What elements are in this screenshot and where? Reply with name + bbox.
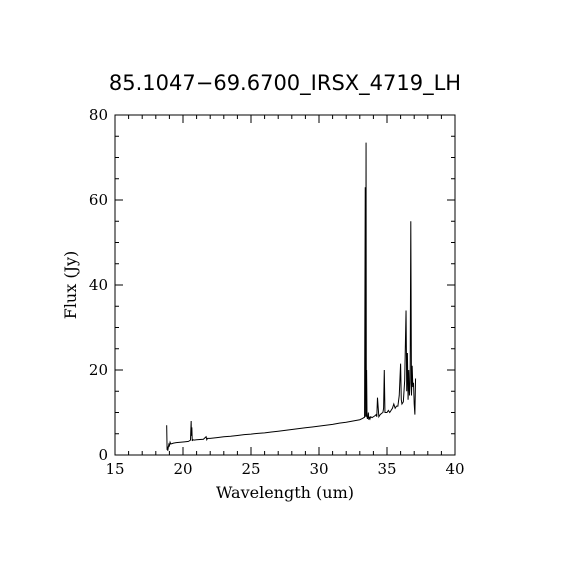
y-tick-label: 60 [89,191,108,209]
x-tick-label: 40 [445,460,464,478]
y-tick-label: 20 [89,361,108,379]
y-tick-label: 80 [89,106,108,124]
y-axis-label: Flux (Jy) [61,251,80,320]
x-axis-label: Wavelength (um) [216,483,354,502]
major-ticks [114,114,456,456]
y-tick-label: 0 [98,446,108,464]
x-tick-label: 30 [309,460,328,478]
tick-labels: 15 20 25 30 35 40 0 20 40 60 80 [89,106,465,478]
spectrum-line [166,142,417,451]
x-tick-label: 15 [105,460,124,478]
chart-title: 85.1047−69.6700_IRSX_4719_LH [109,71,461,96]
y-tick-label: 40 [89,276,108,294]
x-tick-label: 20 [173,460,192,478]
minor-ticks [115,115,455,455]
x-tick-label: 35 [377,460,396,478]
series-layer [166,142,417,451]
x-tick-label: 25 [241,460,260,478]
plot-frame [114,114,456,456]
